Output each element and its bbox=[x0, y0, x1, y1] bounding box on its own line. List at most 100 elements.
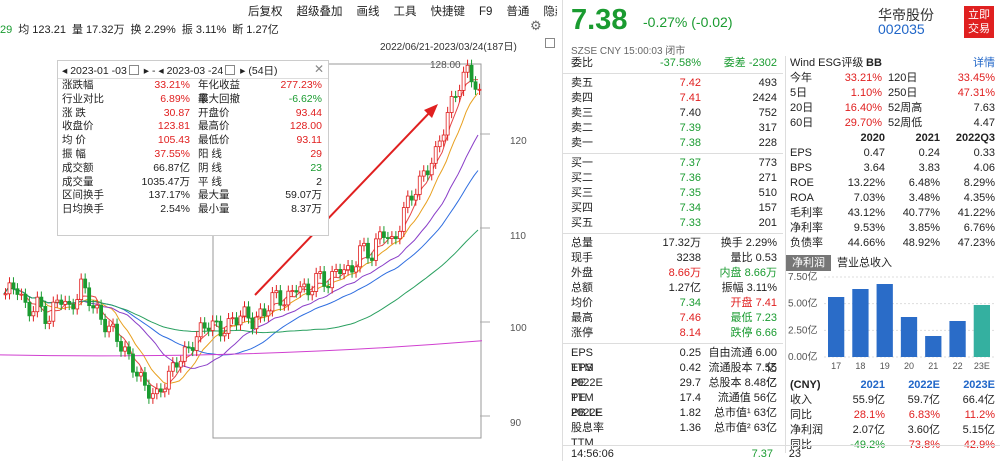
candle bbox=[302, 283, 307, 288]
candle bbox=[374, 238, 378, 261]
candle bbox=[222, 332, 227, 337]
stat-label-2: 开盘价 bbox=[198, 106, 230, 119]
profit-tabs: 净利润 营业总收入 bbox=[786, 255, 999, 271]
candlestick-chart[interactable] bbox=[0, 50, 557, 461]
candle bbox=[23, 293, 28, 303]
tab-revenue[interactable]: 营业总收入 bbox=[837, 257, 892, 269]
candle bbox=[143, 372, 147, 386]
prev-arrow-2[interactable]: ◂ bbox=[158, 65, 164, 77]
profit-bar bbox=[852, 289, 869, 357]
forecast-value: 66.4亿 bbox=[962, 394, 995, 406]
menu-item-4[interactable]: 快捷键 bbox=[430, 6, 466, 18]
end-date[interactable]: 2023-03 -24 bbox=[166, 65, 224, 77]
candle bbox=[115, 323, 119, 342]
stat-label-2: 最大量 bbox=[198, 189, 230, 202]
menu-item-5[interactable]: F9 bbox=[479, 6, 493, 18]
menu-item-6[interactable]: 普通 bbox=[506, 6, 530, 18]
orderbook-row: 买五 7.33 201 bbox=[563, 216, 783, 231]
candle bbox=[67, 300, 72, 305]
kline-toolbar: 29 均 123.21 量 17.32万换 2.29% 振 3.11% 断 1.27亿 … bbox=[0, 0, 557, 36]
candle bbox=[178, 360, 183, 368]
ob-value: 7.41 bbox=[679, 92, 701, 104]
fin-row: ROA 7.03% 3.48% 4.35% bbox=[786, 191, 999, 206]
fin-head-cell: 2022Q3 bbox=[955, 132, 995, 144]
candle bbox=[350, 265, 354, 273]
next-arrow-2[interactable]: ▸ bbox=[240, 65, 246, 77]
return-value: 33.21% bbox=[844, 72, 882, 84]
start-date[interactable]: 2023-01 -03 bbox=[70, 65, 127, 77]
profit-bar bbox=[876, 284, 893, 357]
stat-value: 137.17% bbox=[148, 189, 190, 202]
fin-value: 7.03% bbox=[853, 192, 885, 204]
menu-item-1[interactable]: 超级叠加 bbox=[296, 6, 343, 18]
calendar-icon[interactable] bbox=[128, 65, 139, 75]
esg-detail-link[interactable]: 详情 bbox=[973, 57, 995, 69]
ob-value: 7.36 bbox=[679, 172, 701, 184]
calendar-icon[interactable] bbox=[225, 65, 236, 75]
forecast-value: 3.60亿 bbox=[907, 424, 940, 436]
ob-extra: 157 bbox=[758, 202, 777, 214]
orderbook-row: 总额 1.27亿 振幅 3.11% bbox=[563, 281, 783, 296]
lock-icon[interactable] bbox=[545, 38, 555, 48]
fin-value: 41.22% bbox=[957, 207, 995, 219]
candle bbox=[83, 278, 88, 289]
tab-net-profit[interactable]: 净利润 bbox=[786, 255, 831, 271]
interval-stats-popup: ◂ 2023-01 -03 ▸ - ◂ 2023-03 -24 ▸ (54日) … bbox=[57, 60, 329, 236]
return-label: 20日 bbox=[790, 102, 814, 114]
stat-value: 6.89% bbox=[160, 92, 190, 105]
candle bbox=[202, 322, 207, 329]
menu-item-2[interactable]: 画线 bbox=[356, 6, 380, 18]
ob-label: 股息率 TTM bbox=[571, 422, 604, 449]
fin-row: 净利率 9.53% 3.85% 6.76% bbox=[786, 221, 999, 236]
candle bbox=[79, 278, 84, 300]
candle bbox=[441, 134, 446, 142]
candle bbox=[286, 290, 291, 306]
y-label-110: 110 bbox=[510, 231, 526, 242]
ob-value: 7.35 bbox=[679, 187, 701, 199]
fin-row: BPS 3.64 3.83 4.06 bbox=[786, 161, 999, 176]
close-icon[interactable]: ✕ bbox=[313, 62, 324, 76]
stat-label: 行业对比 bbox=[62, 92, 104, 105]
candle bbox=[378, 231, 382, 240]
fin-row: EPS 0.47 0.24 0.33 bbox=[786, 146, 999, 161]
ob-extra: 自由流通 6.00亿 bbox=[708, 347, 777, 374]
orderbook-row: EPS TTM 0.25 自由流通 6.00亿 bbox=[563, 346, 783, 374]
candle bbox=[71, 304, 76, 310]
stat-value-2: 93.11 bbox=[296, 134, 323, 147]
fin-value: 3.83 bbox=[918, 162, 940, 174]
candle bbox=[258, 308, 263, 318]
candle bbox=[270, 292, 275, 312]
gear-icon[interactable]: ⚙ bbox=[530, 18, 542, 33]
ob-value: 1.27亿 bbox=[668, 282, 701, 294]
stat-value-2: 2 bbox=[316, 175, 322, 188]
candle bbox=[39, 296, 44, 307]
menu-item-3[interactable]: 工具 bbox=[393, 6, 417, 18]
trade-button[interactable]: 立即 交易 bbox=[964, 6, 994, 38]
ob-extra: 271 bbox=[758, 172, 777, 184]
selection-box[interactable] bbox=[212, 63, 482, 439]
candle bbox=[170, 362, 175, 372]
orderbook-row: PB LF 1.82 总市值¹ 63亿 bbox=[563, 406, 783, 421]
ob-extra: 总股本 8.48亿 bbox=[708, 377, 777, 389]
orderbook-row: 买三 7.35 510 bbox=[563, 186, 783, 201]
return-row: 60日 29.70% 52周低 4.47 bbox=[786, 116, 999, 131]
candle bbox=[194, 336, 199, 351]
stat-value-2: 59.07万 bbox=[285, 189, 322, 202]
stat-value: 33.21% bbox=[154, 79, 190, 91]
y-label-90: 90 bbox=[510, 418, 522, 429]
ob-value: 1.36 bbox=[679, 422, 701, 434]
menu-item-0[interactable]: 后复权 bbox=[248, 6, 283, 18]
stat-value-2: 93.44 bbox=[295, 106, 322, 119]
prev-arrow[interactable]: ◂ bbox=[62, 65, 68, 77]
forecast-value: 6.83% bbox=[908, 409, 940, 421]
candle bbox=[87, 287, 92, 307]
ob-extra: 最低 7.23 bbox=[730, 312, 777, 324]
forecast-row: 收入 55.9亿 59.7亿 66.4亿 bbox=[786, 393, 999, 408]
ob-value: 7.34 bbox=[679, 297, 701, 309]
menu-item-7[interactable]: 隐藏 bbox=[543, 6, 557, 18]
candle bbox=[409, 195, 414, 201]
fin-label: EPS bbox=[790, 147, 813, 159]
next-arrow[interactable]: ▸ bbox=[143, 65, 150, 77]
candle bbox=[453, 96, 458, 98]
candle bbox=[7, 282, 12, 295]
